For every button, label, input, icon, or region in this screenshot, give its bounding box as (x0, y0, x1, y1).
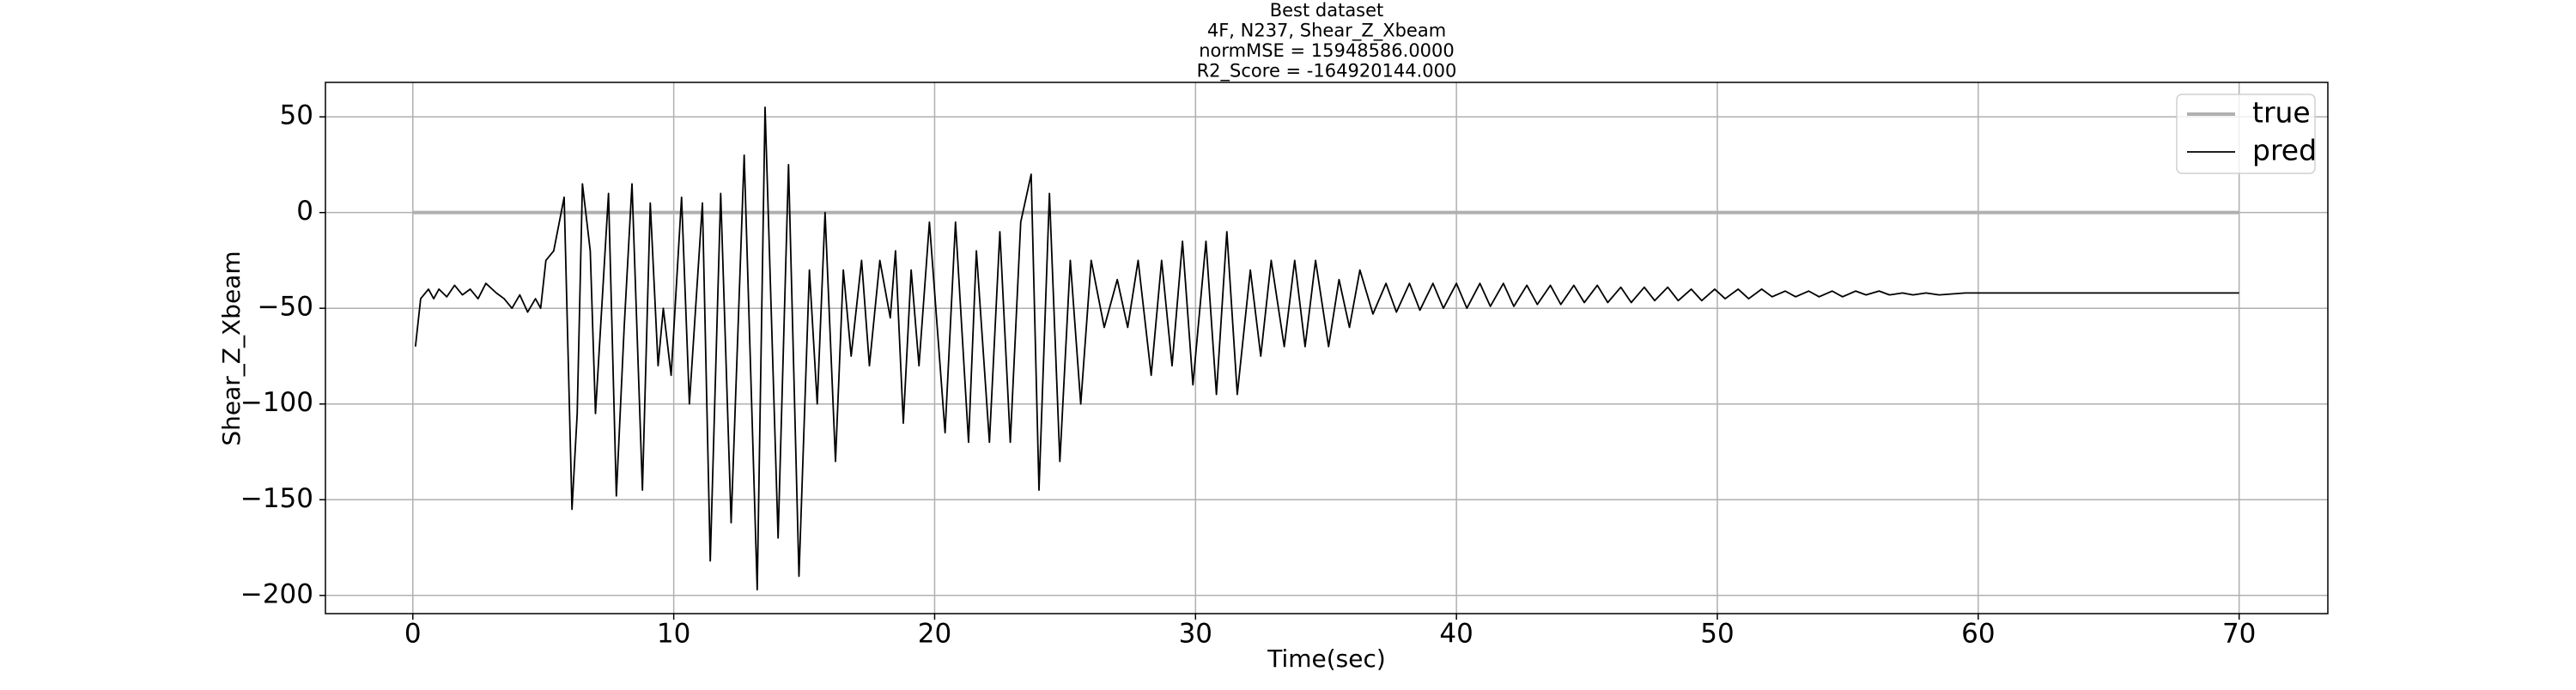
y-tick-label: −200 (240, 578, 313, 609)
x-tick-label: 60 (1961, 619, 1995, 650)
y-tick-label: −150 (240, 483, 313, 514)
x-tick-label: 70 (2222, 619, 2256, 650)
y-tick-label: −50 (258, 292, 313, 323)
y-axis-label: Shear_Z_Xbeam (217, 251, 246, 445)
chart-title: Best dataset (1270, 0, 1384, 21)
x-axis-label: Time(sec) (1267, 645, 1386, 673)
x-tick-label: 40 (1439, 619, 1473, 650)
y-tick-label: −100 (240, 387, 313, 418)
x-tick-label: 0 (404, 619, 422, 650)
y-tick-label: 0 (296, 196, 313, 227)
legend-label: pred (2252, 134, 2317, 167)
x-tick-label: 10 (657, 619, 690, 650)
chart-title: normMSE = 15948586.0000 (1199, 40, 1455, 61)
x-tick-label: 50 (1700, 619, 1734, 650)
legend-label: true (2252, 96, 2311, 130)
axes-frame (325, 82, 2329, 614)
line-pred (414, 106, 2239, 591)
chart-title: 4F, N237, Shear_Z_Xbeam (1207, 21, 1446, 42)
x-tick-label: 30 (1179, 619, 1212, 650)
x-tick-label: 20 (918, 619, 951, 650)
chart-title: R2_Score = -164920144.000 (1197, 61, 1457, 82)
y-tick-label: 50 (280, 100, 313, 131)
